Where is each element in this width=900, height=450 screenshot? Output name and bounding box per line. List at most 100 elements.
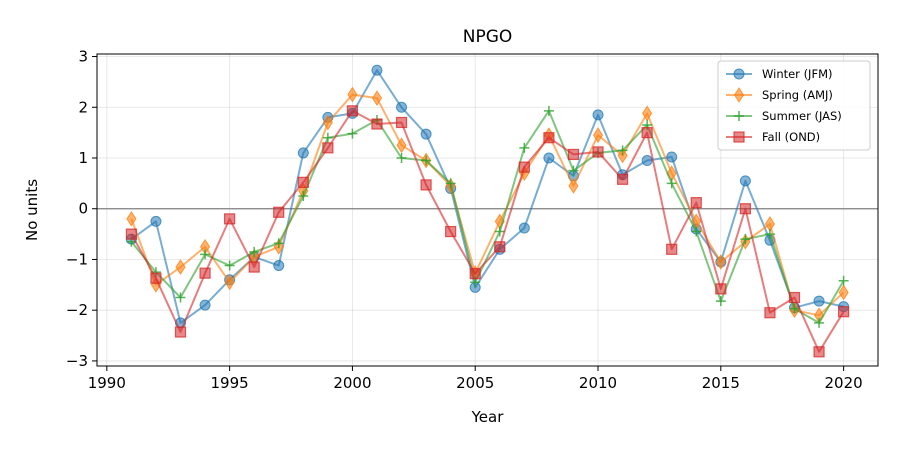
data-point xyxy=(739,203,751,215)
data-point xyxy=(568,165,579,176)
data-point xyxy=(126,210,137,227)
data-point xyxy=(838,306,850,318)
chart-title: NPGO xyxy=(463,27,513,47)
x-tick-label: 2010 xyxy=(579,374,617,392)
data-point xyxy=(248,261,260,273)
data-point xyxy=(739,175,751,187)
data-point xyxy=(715,254,726,270)
plot-frame xyxy=(96,53,879,367)
axis-ticks: 1990 1995 2000 2005 2010 2015 2020 −3 −2 −1 0 1 2 3 xyxy=(66,48,863,392)
data-point xyxy=(298,191,309,202)
data-point xyxy=(445,178,456,189)
legend-marker xyxy=(733,131,745,143)
data-point xyxy=(494,241,506,253)
data-point xyxy=(543,132,555,144)
data-point xyxy=(789,303,800,314)
data-point xyxy=(518,161,530,173)
data-point xyxy=(567,148,580,161)
data-point xyxy=(322,142,334,154)
legend-entry: Winter (JFM) xyxy=(726,67,832,81)
data-point xyxy=(838,284,849,301)
legend-entry: Spring (AMJ) xyxy=(726,87,833,103)
data-point xyxy=(813,295,825,307)
y-tick-label: −2 xyxy=(66,301,88,319)
data-point xyxy=(346,105,359,117)
data-point xyxy=(814,317,825,328)
data-point xyxy=(224,213,236,225)
y-axis-label: No units xyxy=(23,179,41,241)
data-point xyxy=(371,118,383,130)
y-tick-label: −3 xyxy=(66,352,88,370)
data-point xyxy=(224,260,235,271)
legend-label: Winter (JFM) xyxy=(762,67,832,81)
legend-box xyxy=(717,60,871,151)
legend: Winter (JFM) Spring (AMJ) Summer (JAS) Fall… xyxy=(717,60,871,151)
legend-marker xyxy=(733,68,745,80)
x-tick-label: 2015 xyxy=(702,374,740,392)
legend-entry: Fall (OND) xyxy=(726,130,820,144)
data-point xyxy=(175,259,186,275)
data-point xyxy=(150,272,162,284)
legend-label: Fall (OND) xyxy=(762,130,820,144)
x-axis-label: Year xyxy=(471,408,505,426)
data-point xyxy=(249,246,260,257)
data-point xyxy=(592,127,604,144)
legend-label: Summer (JAS) xyxy=(762,109,842,123)
data-point xyxy=(838,275,849,286)
data-point xyxy=(125,228,137,240)
data-point xyxy=(641,127,653,139)
data-point xyxy=(740,234,751,245)
data-point xyxy=(715,283,727,295)
data-point xyxy=(715,296,726,307)
legend-marker xyxy=(733,87,745,103)
data-point xyxy=(592,109,604,121)
legend-entry: Summer (JAS) xyxy=(726,109,842,123)
data-point xyxy=(347,86,358,103)
y-tick-label: −1 xyxy=(66,250,88,268)
data-point xyxy=(199,299,211,311)
data-point xyxy=(764,229,775,240)
data-point xyxy=(420,179,432,191)
data-point xyxy=(666,178,677,189)
legend-label: Spring (AMJ) xyxy=(762,88,833,102)
data-point xyxy=(543,152,555,164)
data-point xyxy=(421,155,432,166)
data-point xyxy=(273,260,285,272)
legend-marker xyxy=(734,111,744,121)
data-point xyxy=(690,197,702,209)
data-point xyxy=(519,142,530,153)
data-point xyxy=(371,64,383,76)
data-point xyxy=(150,215,162,227)
data-point xyxy=(445,225,457,238)
y-tick-label: 1 xyxy=(78,149,88,167)
data-point xyxy=(199,267,211,279)
data-point xyxy=(371,90,383,107)
data-point xyxy=(469,268,481,280)
data-point xyxy=(396,137,407,154)
y-tick-label: 3 xyxy=(78,48,88,66)
data-point xyxy=(666,243,678,255)
series-line xyxy=(130,109,845,353)
data-point xyxy=(395,116,408,129)
data-point xyxy=(617,147,628,164)
data-point xyxy=(322,114,333,131)
data-point xyxy=(617,145,628,156)
data-point xyxy=(592,146,604,158)
y-tick-label: 2 xyxy=(78,98,88,116)
data-point xyxy=(396,101,408,113)
series-square xyxy=(125,105,850,358)
data-point xyxy=(518,222,530,234)
data-point xyxy=(297,147,309,159)
x-tick-label: 2000 xyxy=(333,374,371,392)
data-point xyxy=(396,153,407,163)
data-point xyxy=(788,291,801,304)
data-point xyxy=(764,307,776,319)
data-point xyxy=(175,292,186,303)
x-tick-label: 2005 xyxy=(456,374,494,392)
data-point xyxy=(813,346,825,358)
x-tick-label: 1995 xyxy=(211,374,249,392)
data-point xyxy=(420,128,432,140)
data-point xyxy=(568,177,579,194)
data-point xyxy=(616,173,629,185)
